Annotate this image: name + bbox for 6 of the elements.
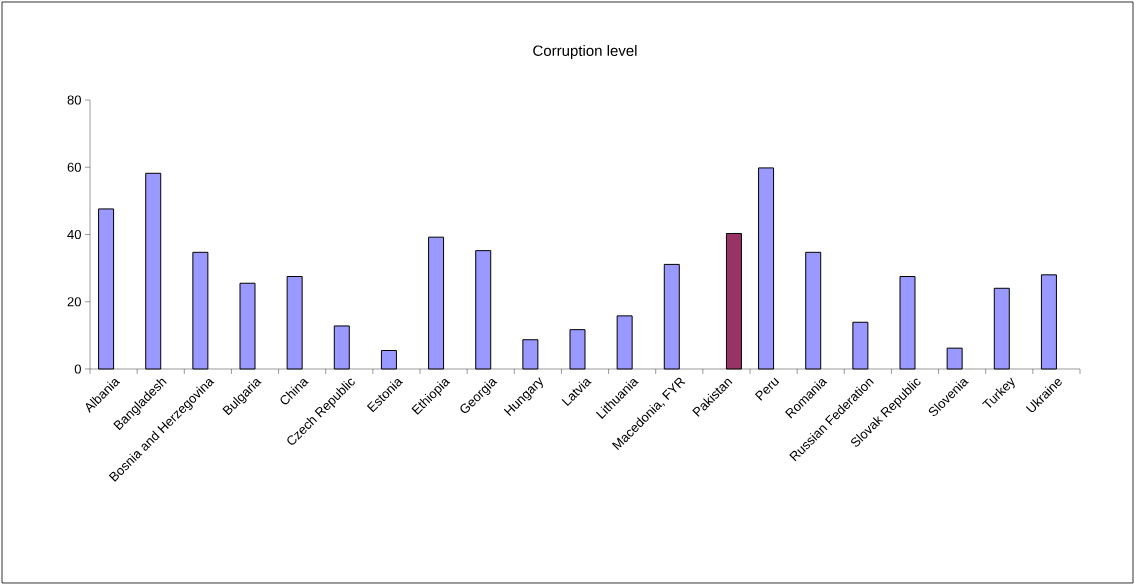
y-tick-label: 80 bbox=[67, 95, 81, 105]
y-tick-label: 0 bbox=[74, 364, 81, 374]
y-tick-label: 20 bbox=[67, 297, 81, 307]
y-tick-label: 60 bbox=[67, 162, 81, 172]
chart-title: Corruption level bbox=[533, 45, 637, 59]
y-tick-label: 40 bbox=[67, 229, 81, 240]
